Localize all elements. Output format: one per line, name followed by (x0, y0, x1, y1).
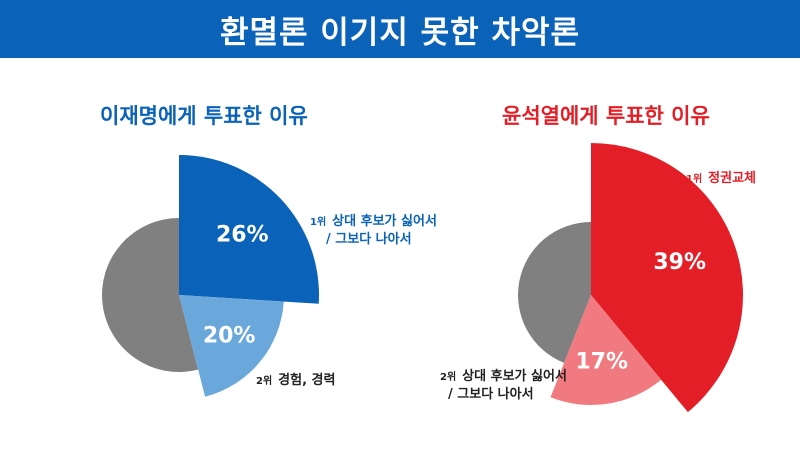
left-rank1-label-line1: 상대 후보가 싫어서 (332, 214, 437, 229)
right-slice-2 (550, 295, 662, 405)
right-chart-title: 윤석열에게 투표한 이유 (502, 104, 710, 128)
right-rank1-rank: 1위 (686, 174, 703, 185)
left-rank1-rank: 1위 (310, 217, 327, 228)
title-banner: 환멸론 이기지 못한 차악론 (0, 0, 800, 58)
left-rank1-label-line2: / 그보다 나아서 (326, 232, 412, 247)
right-rank2-annotation: 2위 상대 후보가 싫어서 / 그보다 나아서 (440, 368, 567, 403)
right-rank1-annotation: 1위 정권교체 (686, 170, 756, 188)
left-slice-1 (179, 155, 319, 304)
left-slice-other (101, 217, 199, 373)
right-rank2-rank: 2위 (440, 372, 457, 383)
left-chart-title: 이재명에게 투표한 이유 (100, 104, 308, 128)
right-rank1-label: 정권교체 (708, 171, 757, 186)
page-title: 환멸론 이기지 못한 차악론 (219, 14, 581, 51)
right-slice-other (517, 222, 591, 363)
right-slice-1-value-label: 39% (653, 250, 706, 275)
left-rank2-annotation: 2위 경험, 경력 (256, 372, 335, 390)
left-slice-1-value-label: 26% (216, 223, 269, 248)
left-slice-2-value-label: 20% (203, 323, 256, 348)
right-slice-2-value-label: 17% (575, 349, 628, 374)
left-slice-2 (179, 295, 284, 397)
left-rank2-label: 경험, 경력 (278, 373, 336, 388)
right-rank2-label-line1: 상대 후보가 싫어서 (462, 369, 567, 384)
right-rank2-label-line2: / 그보다 나아서 (448, 387, 534, 402)
left-rank1-annotation: 1위 상대 후보가 싫어서 / 그보다 나아서 (310, 213, 437, 248)
right-slice-1 (591, 143, 743, 413)
left-rank2-rank: 2위 (256, 376, 273, 387)
